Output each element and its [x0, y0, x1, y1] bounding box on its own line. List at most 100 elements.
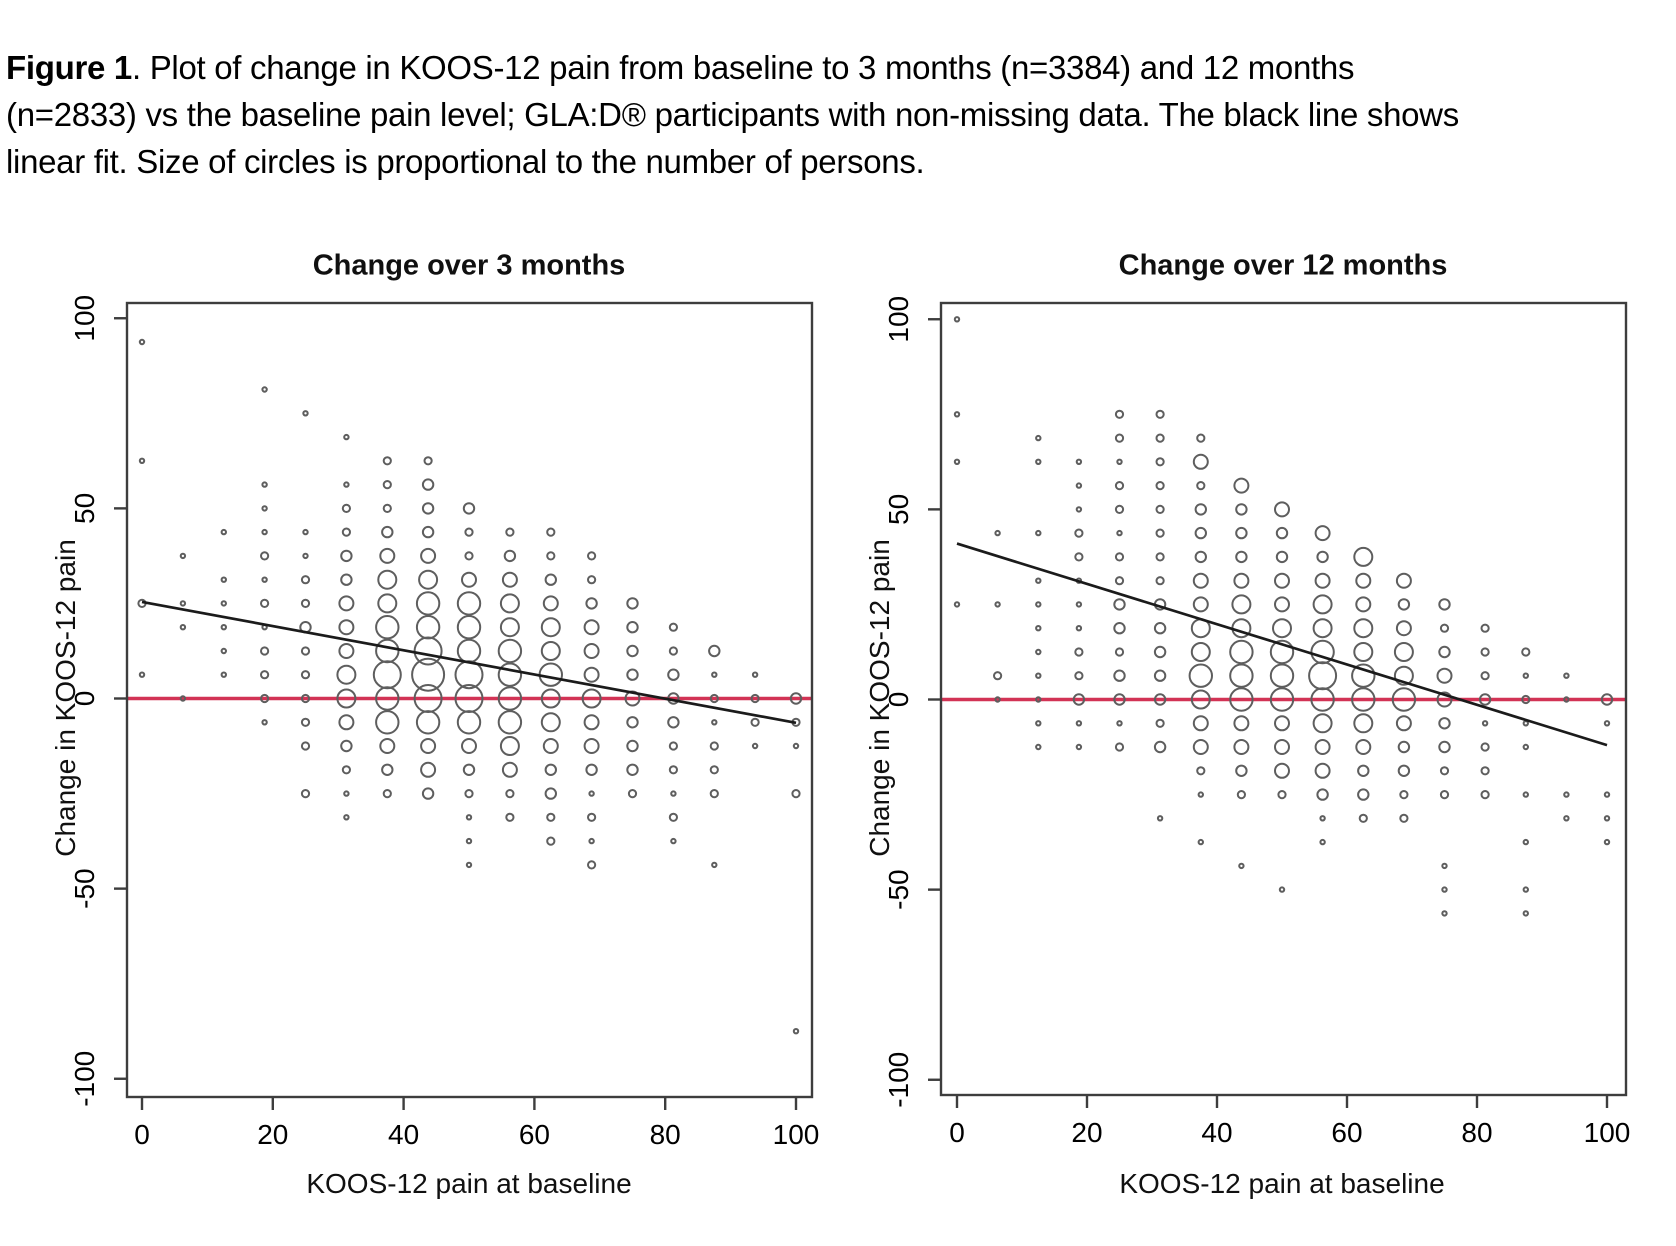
bubble	[138, 338, 146, 346]
bubble	[1035, 720, 1042, 727]
bubble	[411, 657, 446, 692]
bubble	[1441, 862, 1448, 870]
bubble	[587, 812, 597, 822]
bubble	[1480, 647, 1490, 657]
bubble	[1603, 720, 1611, 727]
bubble	[1357, 764, 1370, 777]
bubble	[583, 666, 600, 683]
bubble	[1238, 862, 1245, 870]
bubble	[179, 695, 187, 702]
bubble	[1522, 672, 1530, 679]
bubble	[1319, 838, 1326, 846]
bubble	[300, 789, 311, 799]
bubble	[1194, 503, 1208, 516]
axis-ticks: 0 20 40 60 80 100 100 50 0 -50 -100	[883, 296, 1630, 1148]
bubble	[1522, 743, 1530, 751]
bubble	[583, 643, 600, 659]
bubble	[1274, 739, 1290, 755]
bubble	[1153, 622, 1167, 635]
bubble	[340, 739, 353, 753]
bubble	[456, 638, 482, 664]
bubble	[382, 503, 392, 513]
bubble	[302, 552, 309, 560]
bubble	[261, 719, 268, 726]
bubble-layer	[953, 316, 1614, 917]
axis-ticks: 0 20 40 60 80 100 100 50 0 -50 -100	[69, 295, 819, 1150]
bubble	[1275, 550, 1289, 564]
bubble	[260, 646, 270, 656]
bubble	[709, 741, 719, 751]
bubble	[1275, 526, 1289, 540]
bubble	[751, 742, 759, 750]
bubble	[1074, 552, 1084, 562]
bubble	[1269, 639, 1295, 665]
bubble	[1308, 661, 1338, 691]
x-tick-label: 80	[1461, 1117, 1492, 1148]
bubble	[1075, 625, 1083, 632]
bubble	[415, 591, 441, 616]
bubble	[1074, 528, 1084, 538]
bubble	[751, 671, 759, 678]
bubble	[1397, 598, 1411, 611]
bubble-layer	[137, 338, 803, 1035]
bubble	[1155, 504, 1165, 514]
bubble	[464, 551, 474, 561]
bubble	[418, 569, 439, 590]
bubble	[464, 789, 474, 799]
bubble	[667, 668, 680, 681]
bubble	[1035, 672, 1042, 679]
bubble	[1310, 687, 1335, 712]
bubble	[497, 638, 523, 664]
bubble	[1600, 693, 1614, 706]
bubble	[1074, 647, 1084, 657]
bubble	[220, 647, 228, 655]
bubble	[1233, 572, 1250, 589]
bubble	[260, 693, 270, 704]
bubble	[1522, 910, 1530, 917]
bubble	[1188, 663, 1214, 688]
bubble	[583, 738, 600, 754]
bubble	[583, 619, 600, 636]
bubble	[1441, 910, 1448, 917]
bubble	[668, 622, 679, 632]
bubble	[382, 456, 392, 466]
bubble	[462, 763, 476, 776]
bubble	[1438, 740, 1451, 754]
bubble	[1190, 642, 1211, 662]
bubble	[1395, 572, 1412, 589]
bubble	[340, 573, 353, 586]
bubble	[1113, 669, 1126, 682]
bubble	[501, 761, 518, 778]
bubble	[1312, 594, 1333, 615]
bubble	[1155, 457, 1165, 467]
caption-line-2: (n=2833) vs the baseline pain level; GLA…	[6, 96, 1459, 133]
bubble	[138, 671, 146, 678]
bubble	[300, 646, 311, 656]
bubble	[341, 527, 351, 537]
caption-line-1-text: . Plot of change in KOOS-12 pain from ba…	[131, 49, 1355, 86]
bubble	[709, 693, 719, 704]
bubble	[1274, 762, 1290, 779]
bubble	[994, 529, 1001, 537]
bubble	[1393, 642, 1414, 662]
y-tick-label: 100	[69, 295, 100, 342]
bubble	[1439, 766, 1450, 776]
bubble	[420, 738, 437, 754]
bubble	[953, 601, 961, 608]
bubble	[300, 575, 311, 585]
bubble	[179, 600, 187, 607]
caption-line-3: linear fit. Size of circles is proportio…	[6, 143, 925, 180]
bubble	[1269, 663, 1295, 688]
bubble	[1075, 743, 1083, 751]
linear-fit-line	[141, 600, 797, 725]
bubble	[711, 719, 718, 726]
bubble	[423, 456, 433, 466]
bubble	[503, 549, 517, 563]
bubble	[413, 636, 443, 666]
bubble	[994, 601, 1001, 608]
bubble	[789, 692, 803, 705]
bubble	[261, 528, 268, 536]
bubble	[953, 411, 961, 418]
bubble	[220, 624, 228, 631]
bubble	[542, 738, 559, 754]
